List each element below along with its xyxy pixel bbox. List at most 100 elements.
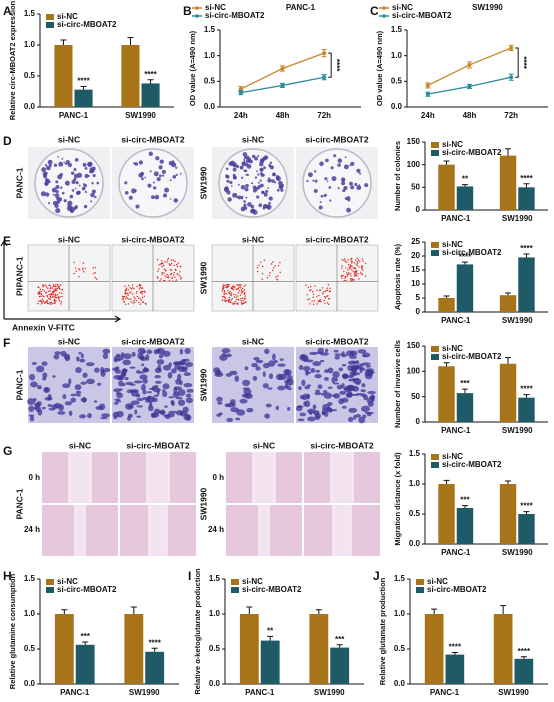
event: [238, 284, 240, 286]
quadrant: [296, 245, 378, 311]
event: [177, 262, 180, 264]
event: [351, 265, 353, 267]
colony: [148, 151, 154, 156]
colony: [364, 183, 369, 188]
wound-edge: [148, 505, 168, 556]
event: [54, 302, 56, 304]
cell: [173, 361, 179, 366]
event: [124, 303, 127, 306]
x-tick-label: PANC-1: [430, 688, 460, 697]
colony: [91, 182, 94, 185]
colony: [263, 155, 269, 160]
event: [135, 299, 138, 302]
colony: [131, 188, 137, 194]
cell: [159, 409, 166, 416]
y-tick-label: 1.0: [409, 479, 421, 488]
cell: [35, 365, 45, 373]
colony: [276, 188, 280, 192]
event: [231, 297, 234, 300]
event: [356, 261, 359, 263]
event: [172, 280, 174, 282]
colony: [333, 154, 337, 158]
event: [329, 287, 331, 289]
colony: [75, 206, 78, 209]
event: [350, 280, 353, 282]
event: [357, 259, 360, 261]
y-tick-label: 1.0: [24, 609, 36, 618]
x-tick-label: SW1990: [502, 316, 533, 325]
colony: [267, 178, 272, 183]
event: [322, 291, 325, 293]
cell: [349, 355, 357, 359]
colony: [260, 158, 265, 162]
colony: [267, 187, 270, 190]
colony: [265, 189, 269, 193]
event: [129, 287, 131, 289]
event: [42, 300, 44, 302]
colony: [144, 176, 147, 179]
y-axis-label: Relative glutamine consumption: [8, 573, 17, 689]
event: [49, 303, 51, 305]
cell: [80, 353, 84, 359]
event: [96, 278, 98, 280]
cell: [57, 411, 66, 415]
cell: [167, 371, 173, 379]
cell: [62, 394, 67, 400]
event: [130, 301, 132, 303]
column-label: si-NC: [242, 134, 264, 144]
event: [347, 259, 349, 261]
cell: [351, 360, 357, 363]
column-label: si-circ-MBOAT2: [121, 336, 184, 346]
event: [39, 288, 41, 290]
event: [243, 302, 245, 305]
colony: [147, 183, 152, 188]
wound-gap: [331, 452, 353, 503]
event: [157, 270, 159, 272]
colony: [243, 206, 248, 210]
cell: [120, 371, 126, 379]
legend-swatch: [195, 14, 199, 18]
cell: [268, 360, 276, 367]
cell: [152, 387, 161, 393]
cell: [215, 369, 222, 376]
event: [237, 284, 239, 286]
event: [244, 301, 246, 304]
cell: [75, 390, 82, 395]
point: [509, 75, 514, 80]
legend-label: si-NC: [242, 577, 263, 586]
event: [319, 289, 321, 291]
cell: [355, 393, 363, 396]
event: [174, 280, 176, 282]
event: [341, 277, 343, 279]
point: [322, 51, 327, 56]
colony: [247, 202, 252, 207]
cell: [360, 389, 366, 393]
event: [160, 278, 162, 280]
event: [329, 290, 332, 292]
significance: ****: [518, 647, 531, 656]
event: [343, 258, 346, 260]
event: [46, 301, 48, 304]
error-bar: [505, 292, 512, 296]
event: [55, 289, 58, 291]
event: [57, 297, 60, 299]
error-bar: [315, 609, 322, 614]
cell: [86, 378, 95, 385]
colony: [356, 185, 362, 191]
colony: [232, 167, 237, 172]
colony: [153, 171, 159, 177]
cell: [334, 355, 340, 360]
event: [46, 299, 49, 302]
colony: [313, 189, 318, 193]
colony: [232, 192, 237, 198]
colony: [244, 187, 249, 192]
event: [224, 300, 227, 302]
colony: [346, 196, 351, 201]
event: [57, 283, 59, 286]
event: [51, 294, 53, 296]
event: [353, 262, 355, 264]
chart-title: SW1990: [472, 3, 503, 12]
y-tick-label: 0.0: [209, 679, 221, 688]
column-label: si-NC: [58, 336, 80, 346]
event: [352, 270, 354, 273]
